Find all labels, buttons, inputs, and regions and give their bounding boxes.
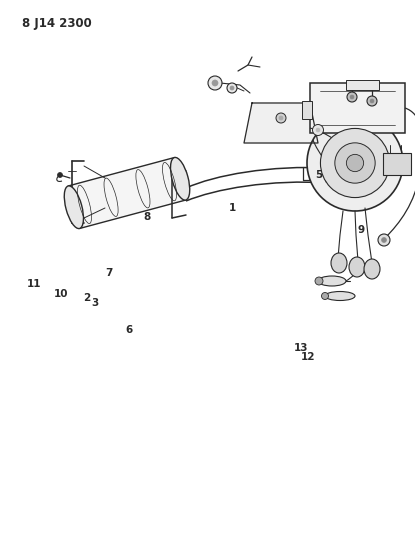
Circle shape [370,99,374,103]
Text: 8 J14 2300: 8 J14 2300 [22,17,92,29]
Text: 9: 9 [357,225,365,235]
Ellipse shape [171,157,190,200]
Circle shape [276,113,286,123]
Ellipse shape [364,259,380,279]
Circle shape [316,128,320,132]
Text: 5: 5 [315,170,322,180]
Circle shape [230,86,234,90]
Circle shape [335,143,375,183]
Circle shape [307,115,403,211]
Circle shape [279,116,283,120]
Ellipse shape [349,257,365,277]
Bar [383,153,411,175]
Text: 13: 13 [294,343,308,352]
Circle shape [381,238,386,243]
Circle shape [347,92,357,102]
Circle shape [312,125,324,135]
Text: 12: 12 [301,352,315,362]
Text: 1: 1 [229,203,236,213]
Circle shape [322,293,329,300]
Text: 11: 11 [27,279,41,288]
Polygon shape [244,103,318,143]
Circle shape [227,83,237,93]
Circle shape [58,173,63,177]
Circle shape [350,95,354,99]
Circle shape [378,234,390,246]
Text: 3: 3 [91,298,98,308]
Bar [68,158,186,229]
Circle shape [320,128,390,198]
Text: 4: 4 [324,176,332,186]
Bar [302,101,312,119]
Ellipse shape [64,186,83,229]
Circle shape [212,80,218,86]
Text: 10: 10 [54,289,68,299]
Bar [310,83,405,133]
Circle shape [347,155,364,172]
Text: 7: 7 [105,268,112,278]
Ellipse shape [331,253,347,273]
Bar [346,80,379,90]
Circle shape [208,76,222,90]
Text: 2: 2 [83,294,91,303]
Text: 8: 8 [144,213,151,222]
Ellipse shape [318,276,346,286]
Circle shape [315,277,323,285]
Circle shape [367,96,377,106]
Ellipse shape [325,292,355,301]
Text: 6: 6 [125,326,132,335]
